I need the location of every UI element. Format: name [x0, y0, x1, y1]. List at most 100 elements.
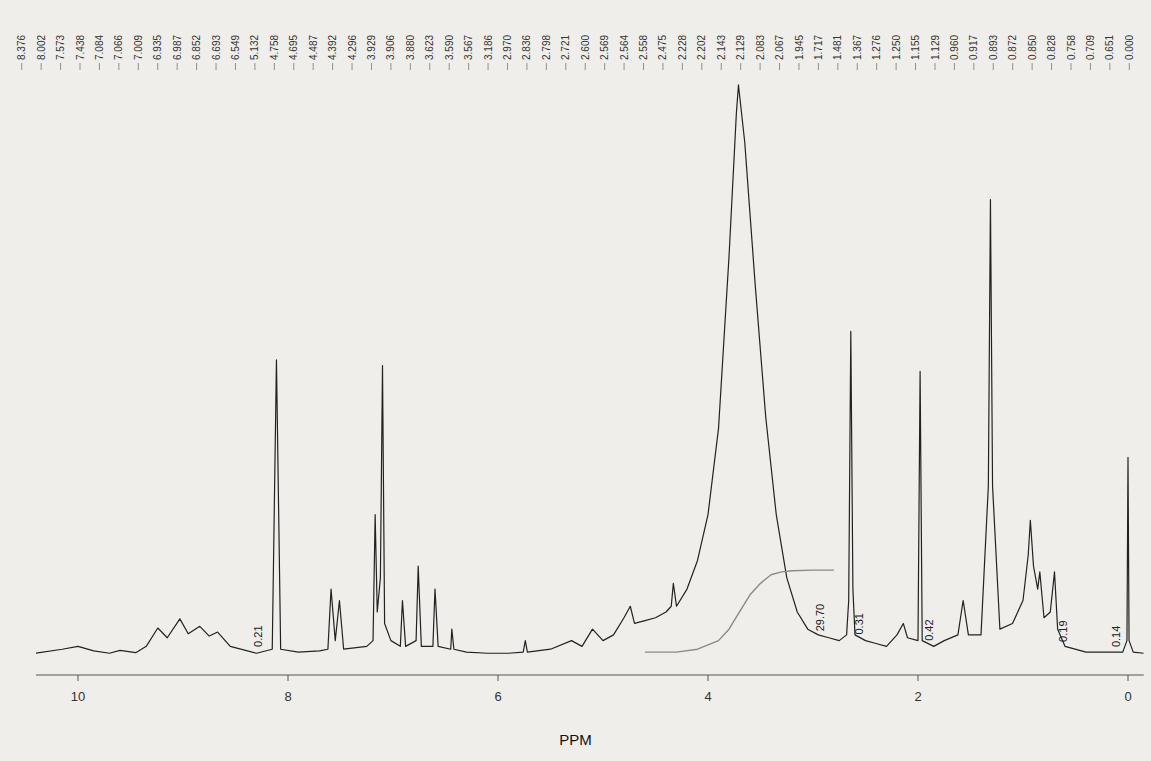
x-tick	[1128, 675, 1129, 681]
peak-label: 2.970	[502, 35, 513, 60]
peak-label: 6.987	[172, 35, 183, 60]
peak-leader	[196, 63, 197, 70]
x-tick-label: 2	[914, 689, 921, 704]
peak-label: 2.143	[716, 35, 727, 60]
peak-label: 2.564	[619, 35, 630, 60]
peak-leader	[1070, 63, 1071, 70]
peak-label: 2.600	[580, 35, 591, 60]
integral-label: 0.14	[1110, 626, 1122, 647]
peak-leader	[779, 63, 780, 70]
peak-leader	[682, 63, 683, 70]
spectrum-line	[645, 570, 834, 652]
peak-label: 2.129	[735, 35, 746, 60]
peak-label: 0.872	[1007, 35, 1018, 60]
peak-label: 2.721	[560, 35, 571, 60]
x-tick	[918, 675, 919, 681]
peak-label: 3.880	[405, 35, 416, 60]
peak-label: 2.836	[521, 35, 532, 60]
peak-label: 6.852	[191, 35, 202, 60]
peak-label: 4.487	[308, 35, 319, 60]
peak-label: 7.066	[113, 35, 124, 60]
peak-leader	[818, 63, 819, 70]
spectrum-line	[36, 85, 1144, 653]
peak-label: 2.202	[696, 35, 707, 60]
peak-label: 1.129	[930, 35, 941, 60]
peak-leader	[138, 63, 139, 70]
peak-label: 3.623	[424, 35, 435, 60]
peak-label: 7.438	[75, 35, 86, 60]
peak-label: 1.717	[813, 35, 824, 60]
peak-label: 7.084	[94, 35, 105, 60]
peak-leader	[274, 63, 275, 70]
peak-leader	[332, 63, 333, 70]
peak-leader	[760, 63, 761, 70]
x-axis-line	[36, 674, 1144, 675]
peak-leader	[896, 63, 897, 70]
peak-leader	[662, 63, 663, 70]
peak-leader	[60, 63, 61, 70]
integral-label: 29.70	[814, 604, 826, 632]
integral-label: 0.19	[1057, 620, 1069, 641]
peak-leader	[1012, 63, 1013, 70]
x-axis-title: PPM	[559, 731, 592, 748]
peak-leader	[216, 63, 217, 70]
peak-label: 0.893	[988, 35, 999, 60]
peak-leader	[1109, 63, 1110, 70]
x-tick	[288, 675, 289, 681]
peak-leader	[371, 63, 372, 70]
peak-label: 1.945	[794, 35, 805, 60]
peak-label: 6.549	[230, 35, 241, 60]
peak-leader	[80, 63, 81, 70]
peak-leader	[546, 63, 547, 70]
peak-leader	[973, 63, 974, 70]
peak-label: 3.590	[444, 35, 455, 60]
peak-label: 1.276	[871, 35, 882, 60]
peak-label: 0.000	[1124, 35, 1135, 60]
peak-leader	[565, 63, 566, 70]
peak-label: 1.481	[832, 35, 843, 60]
peak-leader	[235, 63, 236, 70]
peak-leader	[118, 63, 119, 70]
peak-leader	[721, 63, 722, 70]
peak-label: 1.155	[910, 35, 921, 60]
background	[0, 0, 1151, 761]
peak-label: 4.695	[288, 35, 299, 60]
peak-label: 3.567	[463, 35, 474, 60]
peak-label: 1.367	[852, 35, 863, 60]
chart: 1086420PPM8.3768.0027.5737.4387.0847.066…	[0, 0, 1151, 761]
peak-leader	[254, 63, 255, 70]
peak-leader	[837, 63, 838, 70]
peak-leader	[798, 63, 799, 70]
peak-leader	[643, 63, 644, 70]
x-tick-label: 0	[1124, 689, 1131, 704]
peak-leader	[507, 63, 508, 70]
peak-label: 2.083	[755, 35, 766, 60]
x-tick-label: 4	[704, 689, 711, 704]
peak-leader	[1129, 63, 1130, 70]
peak-leader	[915, 63, 916, 70]
peak-leader	[429, 63, 430, 70]
peak-label: 1.250	[891, 35, 902, 60]
peak-leader	[293, 63, 294, 70]
peak-leader	[449, 63, 450, 70]
peak-leader	[390, 63, 391, 70]
peak-leader	[99, 63, 100, 70]
integral-label: 0.21	[252, 625, 264, 646]
peak-label: 8.002	[36, 35, 47, 60]
peak-leader	[701, 63, 702, 70]
peak-label: 2.558	[638, 35, 649, 60]
peak-label: 3.929	[366, 35, 377, 60]
peak-label: 2.569	[599, 35, 610, 60]
peak-label: 0.850	[1027, 35, 1038, 60]
peak-leader	[157, 63, 158, 70]
peak-leader	[177, 63, 178, 70]
peak-label: 8.376	[16, 35, 27, 60]
integral-label: 0.31	[853, 613, 865, 634]
peak-label: 3.906	[385, 35, 396, 60]
peak-label: 7.009	[133, 35, 144, 60]
peak-label: 0.758	[1066, 35, 1077, 60]
peak-leader	[488, 63, 489, 70]
peak-label: 0.651	[1104, 35, 1115, 60]
peak-label: 0.960	[949, 35, 960, 60]
peak-label: 4.758	[269, 35, 280, 60]
